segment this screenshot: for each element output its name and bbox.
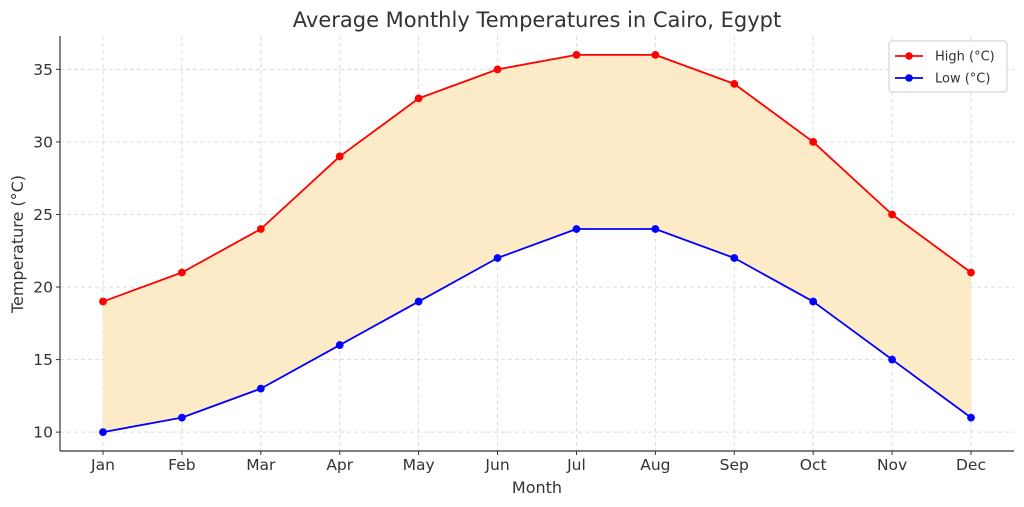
- legend-entry-low: Low (°C): [895, 72, 990, 87]
- series-layer: [99, 50, 975, 437]
- data-point-low: [99, 428, 107, 437]
- x-tick-label: Dec: [956, 456, 986, 474]
- x-tick-label: May: [403, 456, 435, 474]
- legend-low-label: Low (°C): [935, 72, 990, 87]
- data-point-high: [414, 94, 423, 103]
- series-high: [99, 50, 975, 306]
- data-point-high: [967, 268, 975, 277]
- data-point-high: [99, 297, 107, 306]
- legend-box: [888, 40, 1008, 93]
- data-point-high: [256, 225, 265, 233]
- series-line-low: [102, 228, 972, 434]
- chart-title: Average Monthly Temperatures in Cairo, E…: [293, 8, 781, 32]
- data-point-low: [414, 297, 423, 306]
- data-point-low: [493, 254, 502, 262]
- data-point-low: [178, 413, 186, 422]
- series-low: [99, 225, 975, 437]
- y-tick-label: 25: [33, 206, 53, 224]
- x-tick-label: Feb: [168, 456, 195, 474]
- x-tick-label: Sep: [720, 456, 749, 474]
- x-ticks: Jan Feb Mar Apr May Jun Jul Aug Sep Oct Nov Dec: [90, 451, 986, 474]
- data-point-low: [651, 225, 660, 233]
- data-point-high: [572, 50, 581, 59]
- y-axis-label: Temperature (°C): [8, 175, 27, 314]
- y-tick-label: 35: [33, 61, 53, 79]
- legend-low-marker: [905, 74, 913, 82]
- data-point-high: [730, 79, 739, 88]
- y-tick-label: 20: [33, 279, 53, 297]
- axes: [59, 36, 1014, 452]
- y-tick-label: 30: [33, 133, 53, 151]
- y-tick-label: 10: [33, 424, 53, 442]
- data-point-high: [335, 152, 344, 161]
- x-tick-label: Mar: [246, 456, 276, 474]
- x-tick-label: Nov: [877, 456, 907, 474]
- data-point-high: [651, 50, 660, 59]
- x-tick-label: Jan: [90, 456, 115, 474]
- legend-entry-high: High (°C): [895, 50, 995, 65]
- y-tick-label: 15: [33, 351, 53, 369]
- x-tick-label: Apr: [326, 456, 353, 474]
- x-tick-label: Oct: [800, 456, 827, 474]
- series-line-high: [102, 53, 972, 303]
- data-point-low: [572, 225, 581, 233]
- x-axis-label: Month: [512, 478, 562, 497]
- legend: High (°C) Low (°C): [888, 40, 1008, 93]
- x-tick-label: Jul: [566, 456, 586, 474]
- data-point-low: [967, 413, 975, 422]
- data-point-high: [888, 210, 896, 219]
- x-tick-label: Jun: [484, 456, 509, 474]
- legend-high-marker: [905, 52, 913, 60]
- data-point-low: [730, 254, 739, 262]
- data-point-low: [335, 341, 344, 349]
- data-point-low: [256, 384, 265, 393]
- data-point-high: [809, 138, 818, 146]
- data-point-low: [809, 297, 818, 306]
- data-point-low: [888, 355, 896, 364]
- legend-high-label: High (°C): [935, 50, 995, 65]
- y-ticks: 10 15 20 25 30 35: [33, 61, 60, 442]
- x-tick-label: Aug: [640, 456, 670, 474]
- data-point-high: [493, 65, 502, 74]
- data-point-high: [178, 268, 186, 277]
